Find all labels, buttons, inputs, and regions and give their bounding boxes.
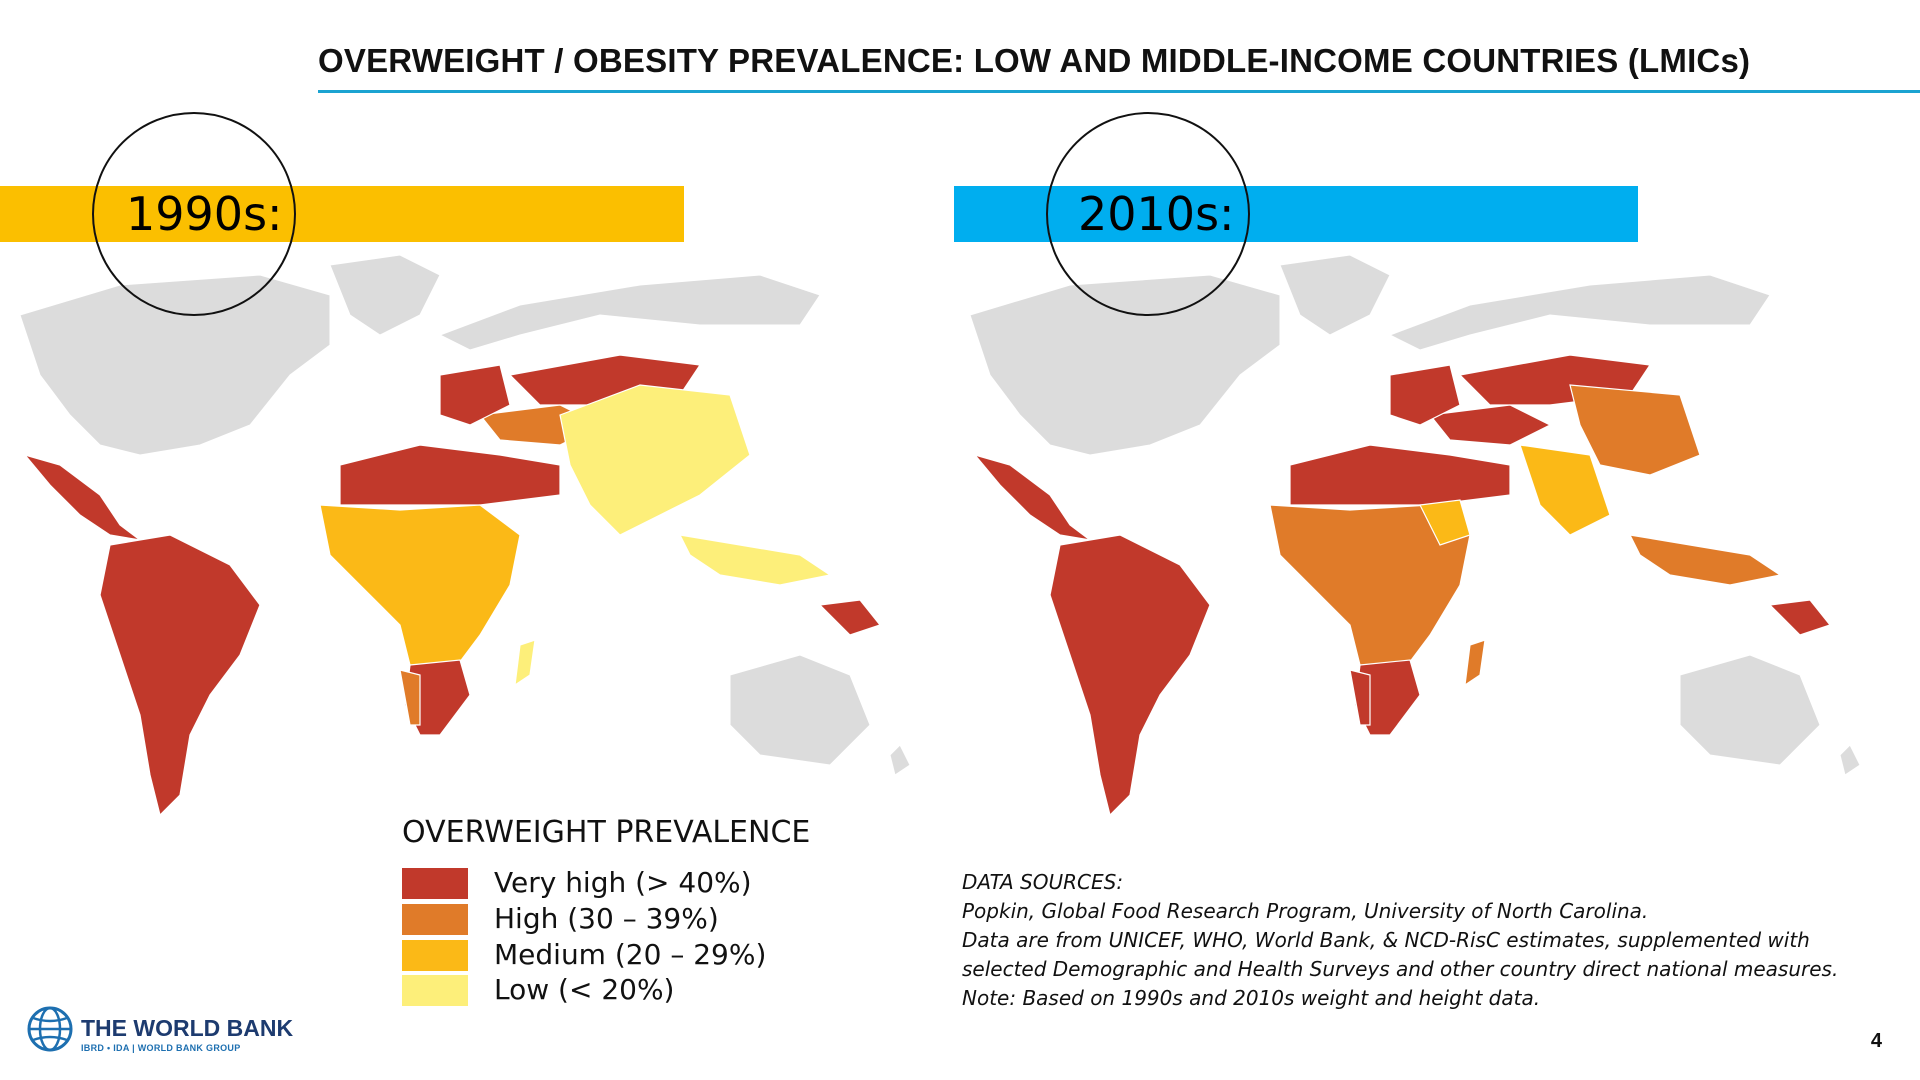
logo-subtitle: IBRD • IDA | WORLD BANK GROUP [81, 1043, 241, 1053]
legend-swatch [402, 904, 468, 935]
legend-title: OVERWEIGHT PREVALENCE [402, 815, 811, 850]
no-data-regions [969, 255, 1861, 776]
sources-line: selected Demographic and Health Surveys … [962, 957, 1839, 981]
world-map-2010s [969, 255, 1861, 817]
sources-line: DATA SOURCES: [962, 870, 1124, 894]
legend-label: Very high (> 40%) [494, 866, 752, 899]
legend-swatch [402, 975, 468, 1006]
page-number: 4 [1870, 1030, 1882, 1052]
legend-label: High (30 – 39%) [494, 902, 719, 935]
legend-swatch [402, 940, 468, 971]
logo-name: THE WORLD BANK [81, 1015, 294, 1041]
sources-line: Note: Based on 1990s and 2010s weight an… [962, 986, 1541, 1010]
title-rule [318, 90, 1920, 93]
legend-label: Low (< 20%) [494, 973, 675, 1006]
legend-label: Medium (20 – 29%) [494, 938, 767, 971]
data-sources: DATA SOURCES: Popkin, Global Food Resear… [962, 868, 1838, 1013]
world-bank-logo: THE WORLD BANK IBRD • IDA | WORLD BANK G… [26, 1005, 326, 1065]
legend-swatch [402, 868, 468, 899]
sources-line: Data are from UNICEF, WHO, World Bank, &… [962, 928, 1810, 952]
sources-line: Popkin, Global Food Research Program, Un… [962, 899, 1649, 923]
world-map-1990s [19, 255, 911, 817]
page-title: OVERWEIGHT / OBESITY PREVALENCE: LOW AND… [318, 42, 1751, 79]
highlight-circle-1990s [92, 112, 296, 316]
globe-icon [27, 1006, 73, 1052]
highlight-circle-2010s [1046, 112, 1250, 316]
